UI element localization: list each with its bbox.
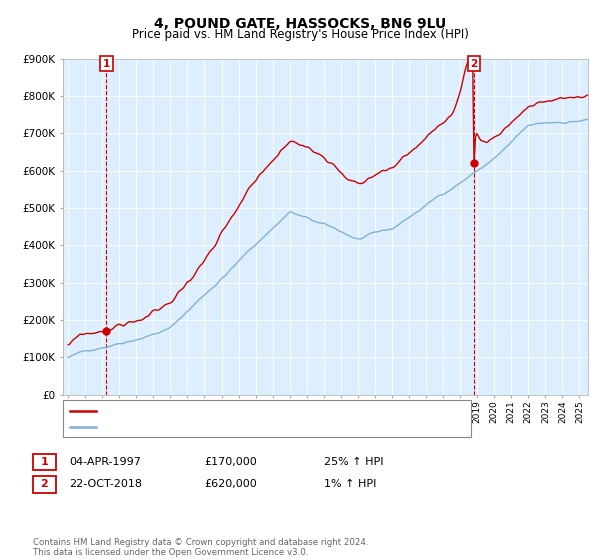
Text: 1: 1 xyxy=(41,457,48,467)
Text: Price paid vs. HM Land Registry's House Price Index (HPI): Price paid vs. HM Land Registry's House … xyxy=(131,28,469,41)
Text: 1% ↑ HPI: 1% ↑ HPI xyxy=(324,479,376,489)
Text: £170,000: £170,000 xyxy=(204,457,257,467)
Text: 22-OCT-2018: 22-OCT-2018 xyxy=(69,479,142,489)
Text: 4, POUND GATE, HASSOCKS, BN6 9LU (detached house): 4, POUND GATE, HASSOCKS, BN6 9LU (detach… xyxy=(100,407,379,416)
Text: HPI: Average price, detached house, Mid Sussex: HPI: Average price, detached house, Mid … xyxy=(100,422,341,432)
Text: 1: 1 xyxy=(103,59,110,69)
Text: £620,000: £620,000 xyxy=(204,479,257,489)
Text: 04-APR-1997: 04-APR-1997 xyxy=(69,457,141,467)
Text: 25% ↑ HPI: 25% ↑ HPI xyxy=(324,457,383,467)
Text: Contains HM Land Registry data © Crown copyright and database right 2024.
This d: Contains HM Land Registry data © Crown c… xyxy=(33,538,368,557)
Text: 2: 2 xyxy=(470,59,478,69)
Text: 2: 2 xyxy=(41,479,48,489)
Text: 4, POUND GATE, HASSOCKS, BN6 9LU: 4, POUND GATE, HASSOCKS, BN6 9LU xyxy=(154,17,446,31)
